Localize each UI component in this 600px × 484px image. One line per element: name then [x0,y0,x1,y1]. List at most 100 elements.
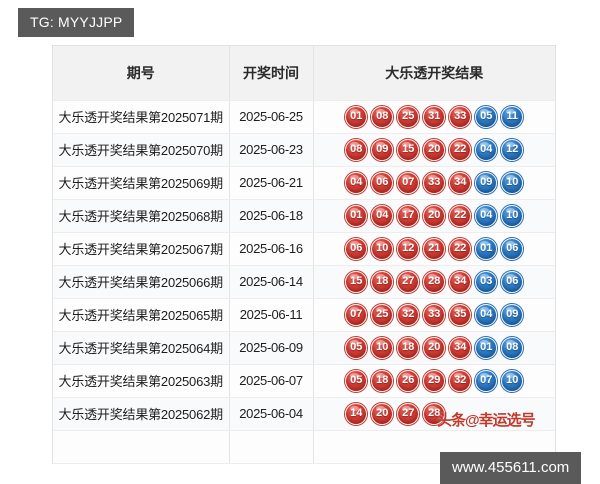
back-ball: 04 [475,138,498,161]
ball-group: 05 18 26 29 32 07 10 [314,369,556,392]
cell-draw-result: 06 10 12 21 22 01 06 [313,232,556,266]
cell-draw-date: 2025-06-07 [229,364,314,398]
table-row[interactable]: 大乐透开奖结果第2025071期 2025-06-25 01 08 25 31 33 05 11 [53,100,556,134]
front-ball: 34 [449,336,472,359]
cell-issue: 大乐透开奖结果第2025070期 [53,133,230,167]
cell-draw-result: 07 25 32 33 35 04 09 [313,298,556,332]
front-ball: 22 [449,138,472,161]
table-row[interactable]: 大乐透开奖结果第2025069期 2025-06-21 04 06 07 33 34 09 10 [53,166,556,200]
back-ball: 09 [475,171,498,194]
ball-group: 07 25 32 33 35 04 09 [314,303,556,326]
front-ball: 04 [371,204,394,227]
front-ball: 04 [345,171,368,194]
front-ball: 09 [371,138,394,161]
cell-draw-result: 05 10 18 20 34 01 08 [313,331,556,365]
front-ball: 25 [371,303,394,326]
front-ball: 33 [423,303,446,326]
cell-draw-result: 01 04 17 20 22 04 10 [313,199,556,233]
front-ball: 08 [345,138,368,161]
front-ball: 15 [345,270,368,293]
table-row[interactable]: 大乐透开奖结果第2025066期 2025-06-14 15 18 27 28 34 03 06 [53,265,556,299]
header-row: 期号 开奖时间 大乐透开奖结果 [53,46,555,101]
front-ball: 27 [397,402,420,425]
front-ball: 20 [371,402,394,425]
front-ball: 27 [397,270,420,293]
front-ball: 20 [423,138,446,161]
cell-draw-result: 08 09 15 20 22 04 12 [313,133,556,167]
ball-group: 05 10 18 20 34 01 08 [314,336,556,359]
back-ball: 04 [475,303,498,326]
cell-draw-result: 01 08 25 31 33 05 11 [313,100,556,134]
ball-group: 08 09 15 20 22 04 12 [314,138,556,161]
cell-draw-date: 2025-06-09 [229,331,314,365]
front-ball: 31 [423,105,446,128]
front-ball: 17 [397,204,420,227]
cell-draw-result: 14 20 27 28 [313,397,555,431]
cell-draw-result: 15 18 27 28 34 03 06 [313,265,556,299]
cell-draw-date: 2025-06-18 [229,199,314,233]
spacer-cell [53,430,230,464]
back-ball: 10 [501,171,524,194]
ball-group: 01 08 25 31 33 05 11 [314,105,556,128]
front-ball: 18 [371,369,394,392]
front-ball: 20 [423,336,446,359]
front-ball: 20 [423,204,446,227]
front-ball: 10 [371,336,394,359]
column-header-issue: 期号 [53,46,230,101]
ball-group: 01 04 17 20 22 04 10 [314,204,556,227]
back-ball: 09 [501,303,524,326]
front-ball: 33 [423,171,446,194]
ball-group: 06 10 12 21 22 01 06 [314,237,556,260]
table-footer-spacer [53,430,555,464]
front-ball: 22 [449,204,472,227]
back-ball: 01 [475,336,498,359]
front-ball: 18 [397,336,420,359]
lottery-results-table: 期号 开奖时间 大乐透开奖结果 大乐透开奖结果第2025071期 2025-06-… [53,46,555,464]
front-ball: 07 [345,303,368,326]
table-row[interactable]: 大乐透开奖结果第2025070期 2025-06-23 08 09 15 20 22 04 12 [53,133,556,167]
ball-group: 04 06 07 33 34 09 10 [314,171,556,194]
table-header: 期号 开奖时间 大乐透开奖结果 [53,46,555,101]
table-row[interactable]: 大乐透开奖结果第2025063期 2025-06-07 05 18 26 29 32 07 10 [53,364,556,398]
front-ball: 28 [423,402,446,425]
cell-draw-result: 04 06 07 33 34 09 10 [313,166,556,200]
front-ball: 06 [371,171,394,194]
back-ball: 06 [501,237,524,260]
cell-draw-date: 2025-06-11 [229,298,314,332]
site-watermark-badge: www.455611.com [440,452,582,484]
back-ball: 03 [475,270,498,293]
front-ball: 21 [423,237,446,260]
front-ball: 35 [449,303,472,326]
table-body: 大乐透开奖结果第2025071期 2025-06-25 01 08 25 31 33 05 11… [53,100,556,464]
cell-issue: 大乐透开奖结果第2025069期 [53,166,230,200]
table-row[interactable]: 大乐透开奖结果第2025064期 2025-06-09 05 10 18 20 34 01 08 [53,331,556,365]
front-ball: 32 [449,369,472,392]
table-row[interactable]: 大乐透开奖结果第2025068期 2025-06-18 01 04 17 20 22 04 10 [53,199,556,233]
back-ball: 01 [475,237,498,260]
cell-issue: 大乐透开奖结果第2025071期 [53,100,230,134]
table-row[interactable]: 大乐透开奖结果第2025067期 2025-06-16 06 10 12 21 22 01 06 [53,232,556,266]
telegram-handle-badge: TG: MYYJJPP [18,8,135,37]
ball-group: 15 18 27 28 34 03 06 [314,270,556,293]
cell-draw-date: 2025-06-21 [229,166,314,200]
front-ball: 15 [397,138,420,161]
back-ball: 07 [475,369,498,392]
table-row[interactable]: 大乐透开奖结果第2025065期 2025-06-11 07 25 32 33 35 04 09 [53,298,556,332]
front-ball: 28 [423,270,446,293]
front-ball: 29 [423,369,446,392]
front-ball: 25 [397,105,420,128]
back-ball: 06 [501,270,524,293]
cell-draw-date: 2025-06-16 [229,232,314,266]
back-ball: 04 [475,204,498,227]
back-ball: 11 [501,105,524,128]
table-row[interactable]: 大乐透开奖结果第2025062期 2025-06-04 14 20 27 28 [53,397,555,431]
front-ball: 06 [345,237,368,260]
cell-draw-date: 2025-06-23 [229,133,314,167]
cell-issue: 大乐透开奖结果第2025064期 [53,331,230,365]
front-ball: 22 [449,237,472,260]
column-header-date: 开奖时间 [229,46,314,101]
front-ball: 14 [345,402,368,425]
front-ball: 07 [397,171,420,194]
front-ball: 01 [345,204,368,227]
front-ball: 32 [397,303,420,326]
